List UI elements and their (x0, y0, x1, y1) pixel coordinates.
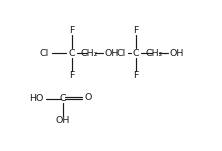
Text: OH: OH (104, 48, 119, 58)
Text: O: O (85, 93, 92, 102)
Text: OH: OH (170, 48, 184, 58)
Text: Cl: Cl (40, 48, 49, 58)
Text: Cl: Cl (117, 48, 126, 58)
Text: CH₂: CH₂ (81, 48, 98, 58)
Text: F: F (133, 26, 139, 35)
Text: C: C (68, 48, 75, 58)
Text: C: C (133, 48, 139, 58)
Text: F: F (69, 71, 74, 80)
Text: F: F (133, 71, 139, 80)
Text: C: C (60, 94, 66, 103)
Text: HO: HO (29, 94, 43, 103)
Text: OH: OH (56, 116, 70, 125)
Text: F: F (69, 26, 74, 35)
Text: CH₂: CH₂ (145, 48, 163, 58)
